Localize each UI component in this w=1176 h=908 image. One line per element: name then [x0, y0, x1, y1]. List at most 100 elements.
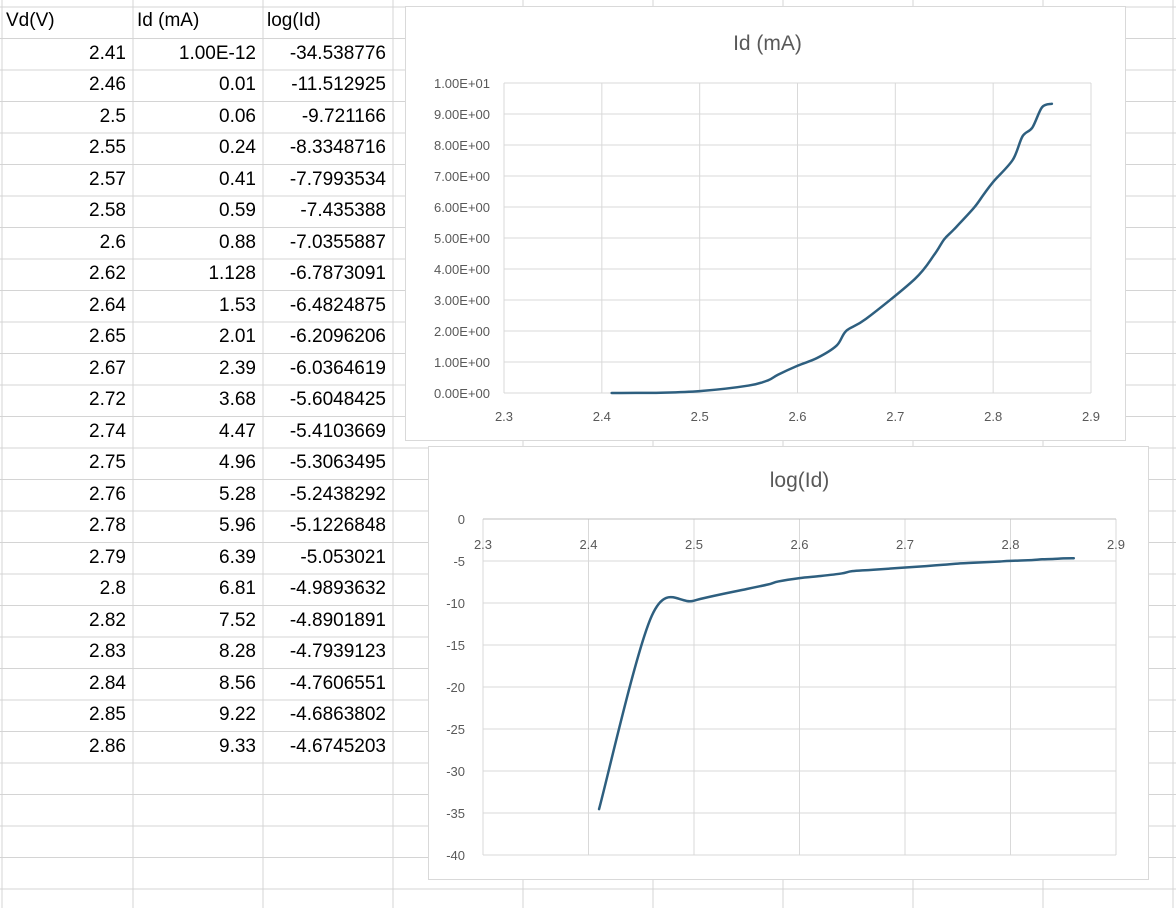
data-cell[interactable]: -5.2438292: [289, 483, 386, 505]
data-cell[interactable]: 0.06: [219, 105, 256, 127]
y-tick-label: 4.00E+00: [434, 262, 490, 277]
data-cell[interactable]: -6.2096206: [289, 326, 386, 347]
y-tick-label: -20: [446, 680, 465, 695]
chart-title: Id (mA): [733, 32, 802, 55]
data-cell[interactable]: 2.46: [89, 74, 126, 95]
data-cell[interactable]: 1.128: [208, 263, 256, 284]
y-tick-label: -40: [446, 848, 465, 863]
data-cell[interactable]: 2.85: [89, 704, 126, 725]
data-cell[interactable]: 8.28: [219, 641, 256, 662]
x-tick-label: 2.9: [1082, 409, 1100, 424]
x-tick-label: 2.6: [790, 537, 808, 552]
y-tick-label: -35: [446, 806, 465, 821]
data-cell[interactable]: 6.39: [219, 546, 256, 568]
data-cell[interactable]: 9.33: [219, 735, 256, 757]
data-cell[interactable]: -5.3063495: [289, 452, 386, 473]
x-tick-label: 2.4: [593, 409, 611, 424]
data-cell[interactable]: 2.58: [89, 200, 126, 221]
data-cell[interactable]: -6.4824875: [289, 294, 386, 316]
x-tick-label: 2.5: [685, 537, 703, 552]
data-cell[interactable]: -4.6863802: [289, 704, 386, 725]
y-tick-label: 1.00E+01: [434, 76, 490, 91]
data-cell[interactable]: 2.01: [219, 326, 256, 347]
data-cell[interactable]: 2.5: [99, 105, 126, 127]
chart-title: log(Id): [770, 469, 830, 492]
data-cell[interactable]: 5.28: [219, 483, 256, 505]
header-cell[interactable]: log(Id): [267, 10, 321, 31]
data-cell[interactable]: 0.41: [219, 168, 256, 190]
x-tick-label: 2.7: [886, 409, 904, 424]
data-cell[interactable]: 2.83: [89, 641, 126, 662]
data-cell[interactable]: 2.65: [89, 326, 126, 347]
header-cell[interactable]: Id (mA): [137, 10, 200, 31]
data-cell[interactable]: -34.538776: [289, 42, 386, 64]
data-cell[interactable]: 6.81: [219, 578, 256, 599]
x-tick-label: 2.8: [984, 409, 1002, 424]
data-cell[interactable]: -4.9893632: [289, 578, 386, 599]
data-cell[interactable]: -4.7606551: [289, 672, 386, 694]
data-cell[interactable]: -11.512925: [291, 74, 386, 95]
data-cell[interactable]: 1.00E-12: [178, 42, 256, 64]
data-cell[interactable]: -9.721166: [301, 105, 386, 127]
data-cell[interactable]: -4.6745203: [289, 735, 386, 757]
y-tick-label: 0.00E+00: [434, 386, 490, 401]
data-cell[interactable]: 0.59: [219, 200, 256, 221]
data-cell[interactable]: 2.78: [89, 515, 126, 536]
data-cell[interactable]: 2.57: [89, 168, 126, 190]
data-cell[interactable]: 9.22: [219, 704, 256, 725]
data-cell[interactable]: 2.6: [99, 231, 126, 253]
data-cell[interactable]: 7.52: [219, 609, 256, 631]
data-cell[interactable]: 2.39: [219, 357, 256, 379]
data-cell[interactable]: 0.24: [219, 137, 256, 158]
x-tick-label: 2.5: [691, 409, 709, 424]
data-cell[interactable]: 2.64: [89, 294, 126, 316]
data-cell[interactable]: 8.56: [219, 672, 256, 694]
y-tick-label: 1.00E+00: [434, 355, 490, 370]
data-cell[interactable]: -8.3348716: [289, 137, 386, 158]
data-cell[interactable]: -5.4103669: [289, 420, 386, 442]
data-cell[interactable]: 4.47: [219, 420, 256, 442]
x-tick-label: 2.8: [1001, 537, 1019, 552]
data-cell[interactable]: 2.74: [89, 420, 126, 442]
data-cell[interactable]: -6.7873091: [289, 263, 386, 284]
chart-log-id[interactable]: log(Id) 0 -5 -10 -15 -20 -25 -30 -35 -40 2.3 2.4 2.5…: [428, 446, 1149, 880]
data-cell[interactable]: 2.86: [89, 735, 126, 757]
data-cell[interactable]: -5.1226848: [289, 515, 386, 536]
header-cell[interactable]: Vd(V): [6, 10, 55, 31]
data-cell[interactable]: -7.0355887: [289, 231, 386, 253]
data-cell[interactable]: 0.88: [219, 231, 256, 253]
data-cell[interactable]: 5.96: [219, 515, 256, 536]
y-tick-label: -25: [446, 722, 465, 737]
data-cell[interactable]: -5.6048425: [289, 389, 386, 410]
data-cell[interactable]: -7.435388: [300, 200, 386, 221]
data-cell[interactable]: 4.96: [219, 452, 256, 473]
data-cell[interactable]: 0.01: [219, 74, 256, 95]
data-cell[interactable]: 2.55: [89, 137, 126, 158]
data-cell[interactable]: 2.67: [89, 357, 126, 379]
data-cell[interactable]: 2.79: [89, 546, 126, 568]
data-cell[interactable]: 2.76: [89, 483, 126, 505]
y-tick-label: 8.00E+00: [434, 138, 490, 153]
chart-id-linear[interactable]: Id (mA) 0.00E+00 1.00E+00 2.00E+00 3.00E+00 4…: [405, 6, 1126, 441]
x-tick-label: 2.3: [495, 409, 513, 424]
data-cell[interactable]: 2.75: [89, 452, 126, 473]
x-tick-label: 2.9: [1107, 537, 1125, 552]
data-cell[interactable]: -5.053021: [300, 546, 386, 568]
data-cell[interactable]: 2.84: [89, 672, 126, 694]
data-cell[interactable]: 2.41: [89, 42, 126, 64]
data-cell[interactable]: -7.7993534: [289, 168, 386, 190]
x-tick-label: 2.7: [896, 537, 914, 552]
y-tick-label: 9.00E+00: [434, 107, 490, 122]
data-cell[interactable]: 2.72: [89, 389, 126, 410]
data-cell[interactable]: 3.68: [219, 389, 256, 410]
y-tick-label: 0: [458, 512, 465, 527]
y-tick-label: 6.00E+00: [434, 200, 490, 215]
y-tick-label: -15: [446, 638, 465, 653]
data-cell[interactable]: 2.82: [89, 609, 126, 631]
data-cell[interactable]: -6.0364619: [289, 357, 386, 379]
data-cell[interactable]: -4.8901891: [289, 609, 386, 631]
data-cell[interactable]: 2.8: [99, 578, 126, 599]
data-cell[interactable]: 2.62: [89, 263, 126, 284]
data-cell[interactable]: -4.7939123: [289, 641, 386, 662]
data-cell[interactable]: 1.53: [219, 294, 256, 316]
